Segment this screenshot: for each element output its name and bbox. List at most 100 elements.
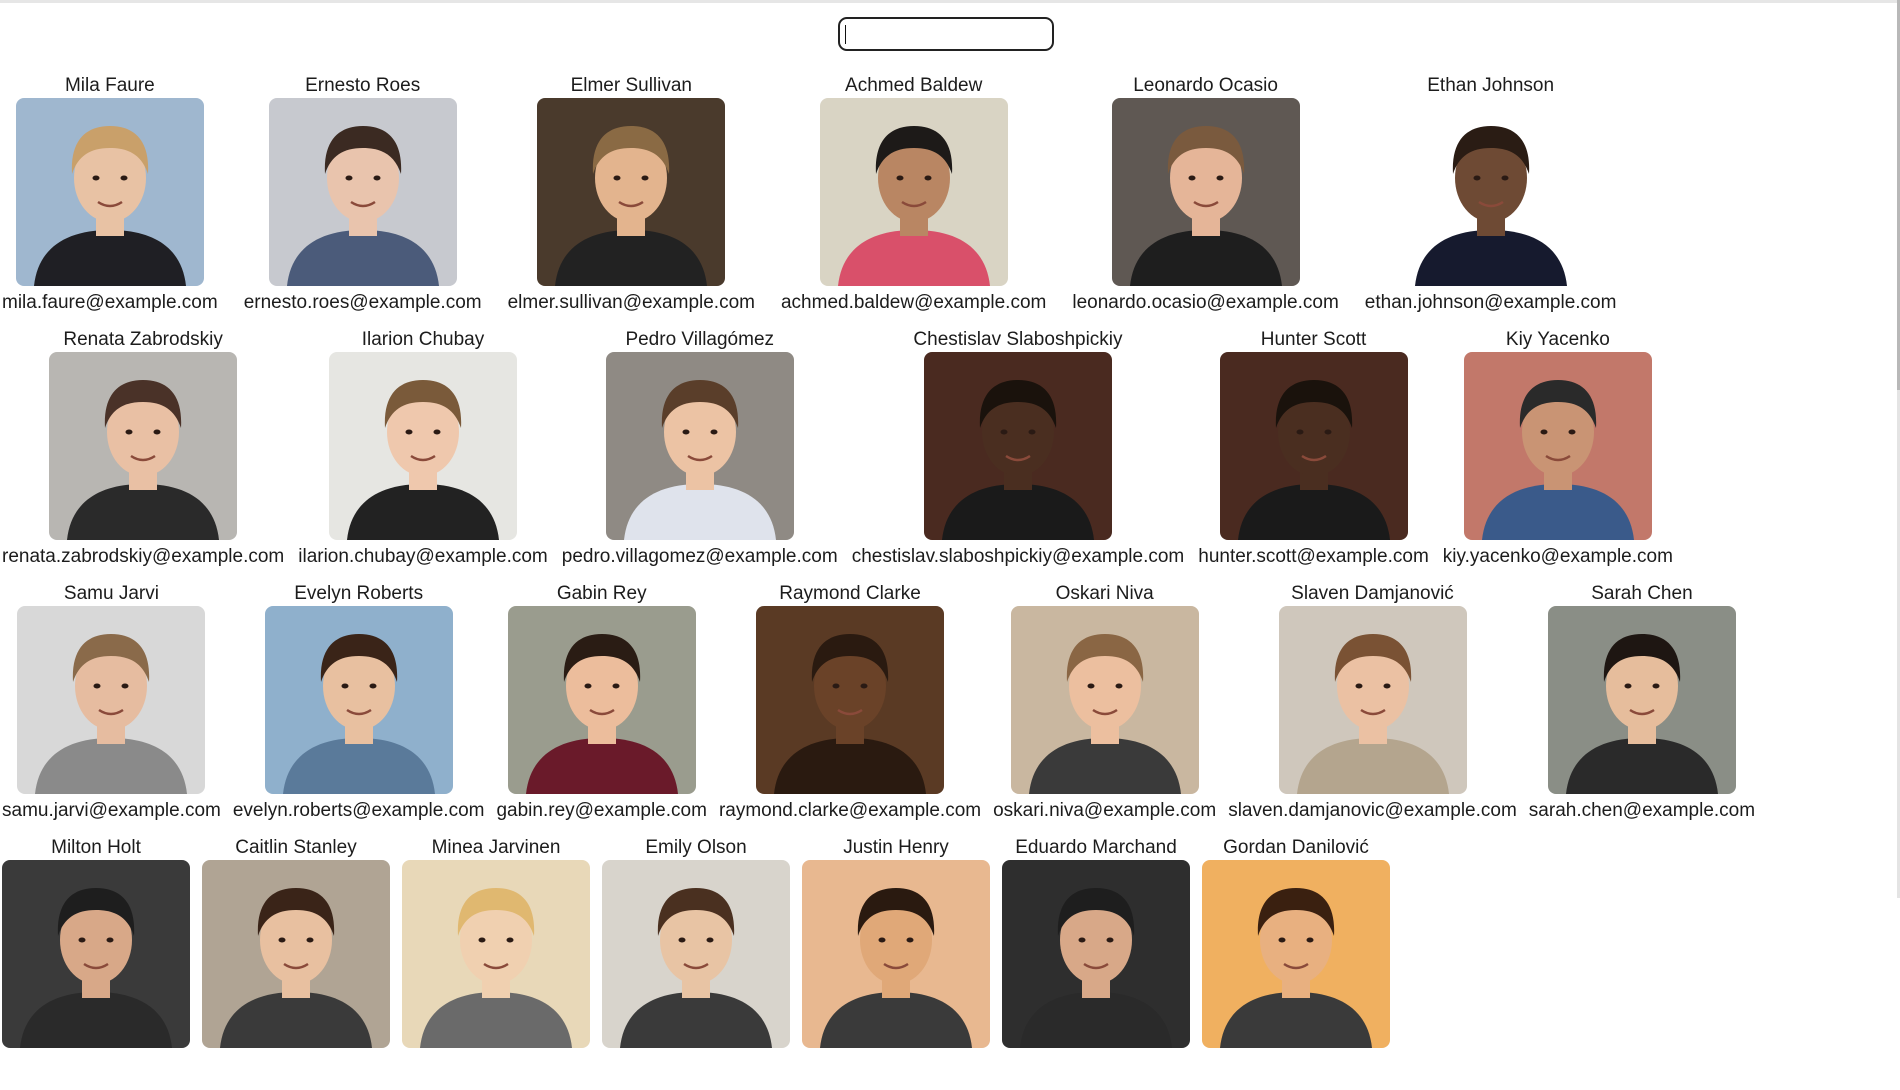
avatar[interactable] xyxy=(268,98,457,286)
person-card[interactable]: Kiy Yacenko kiy.yacenko@example.com xyxy=(1441,328,1675,569)
avatar[interactable] xyxy=(602,860,790,1048)
person-card[interactable]: Elmer Sullivan elmer.sullivan@example.com xyxy=(506,74,757,315)
avatar[interactable] xyxy=(1463,352,1652,540)
avatar[interactable] xyxy=(1547,606,1736,794)
right-eye xyxy=(153,429,161,435)
avatar[interactable] xyxy=(264,606,453,794)
person-email: pedro.villagomez@example.com xyxy=(561,546,838,567)
hair-shape xyxy=(71,126,149,174)
person-card[interactable]: Samu Jarvi samu.jarvi@example.com xyxy=(0,582,223,823)
avatar[interactable] xyxy=(923,352,1112,540)
person-card[interactable]: Mila Faure mila.faure@example.com xyxy=(0,74,220,315)
search-input[interactable] xyxy=(838,17,1054,51)
hair-shape xyxy=(811,634,889,682)
left-eye xyxy=(1078,937,1086,943)
avatar[interactable] xyxy=(1111,98,1300,286)
scrollbar-thumb[interactable] xyxy=(1897,0,1900,390)
left-eye xyxy=(1624,683,1632,689)
face-shape xyxy=(1605,642,1678,730)
person-card[interactable]: Ethan Johnson ethan.johnson@example.com xyxy=(1363,74,1619,315)
left-eye xyxy=(78,937,86,943)
person-card[interactable]: Sarah Chen sarah.chen@example.com xyxy=(1527,582,1757,823)
person-email: achmed.baldew@example.com xyxy=(780,292,1047,313)
person-card[interactable]: Caitlin Stanley xyxy=(200,836,392,1048)
person-card[interactable]: Oskari Niva oskari.niva@example.com xyxy=(991,582,1218,823)
person-card[interactable]: Ilarion Chubay ilarion.chubay@example.com xyxy=(296,328,550,569)
hair-shape xyxy=(563,634,640,682)
person-card[interactable]: Achmed Baldew achmed.baldew@example.com xyxy=(779,74,1048,315)
person-card[interactable]: Renata Zabrodskiy renata.zabrodskiy@examp… xyxy=(0,328,286,569)
face-shape xyxy=(565,642,638,730)
shirt-shape xyxy=(1565,738,1718,794)
person-card[interactable]: Milton Holt xyxy=(0,836,192,1048)
shirt-shape xyxy=(286,230,439,286)
left-eye xyxy=(678,937,686,943)
person-card[interactable]: Gordan Danilović xyxy=(1200,836,1392,1048)
mouth-shape xyxy=(1629,708,1655,716)
avatar[interactable] xyxy=(15,98,204,286)
avatar[interactable] xyxy=(17,606,206,794)
person-card[interactable]: Pedro Villagómez pedro.villagomez@example… xyxy=(560,328,840,569)
face-shape xyxy=(1521,388,1594,476)
left-eye xyxy=(93,683,101,689)
face-shape xyxy=(1454,134,1527,222)
face-shape xyxy=(981,388,1054,476)
hair-shape xyxy=(324,126,401,174)
shirt-shape xyxy=(837,230,990,286)
right-eye xyxy=(860,683,868,689)
avatar[interactable] xyxy=(2,860,190,1048)
hair-shape xyxy=(1334,634,1411,682)
right-eye xyxy=(1306,937,1314,943)
avatar[interactable] xyxy=(1278,606,1467,794)
avatar[interactable] xyxy=(202,860,390,1048)
avatar[interactable] xyxy=(1219,352,1408,540)
avatar[interactable] xyxy=(1202,860,1390,1048)
avatar[interactable] xyxy=(402,860,590,1048)
avatar[interactable] xyxy=(1010,606,1199,794)
right-eye xyxy=(706,937,714,943)
mouth-shape xyxy=(1359,708,1386,716)
mouth-shape xyxy=(1192,200,1219,208)
mouth-shape xyxy=(589,708,615,716)
person-email: raymond.clarke@example.com xyxy=(718,800,982,821)
right-eye xyxy=(1028,429,1036,435)
avatar[interactable] xyxy=(49,352,238,540)
shirt-shape xyxy=(1028,738,1181,794)
person-card[interactable]: Slaven Damjanović slaven.damjanovic@examp… xyxy=(1226,582,1519,823)
vertical-scrollbar[interactable] xyxy=(1897,0,1900,898)
person-card[interactable]: Gabin Rey gabin.rey@example.com xyxy=(494,582,708,823)
face-shape xyxy=(326,134,399,222)
left-eye xyxy=(341,683,349,689)
person-card[interactable]: Raymond Clarke raymond.clarke@example.com xyxy=(717,582,983,823)
person-email: kiy.yacenko@example.com xyxy=(1442,546,1673,567)
person-email: mila.faure@example.com xyxy=(2,292,218,313)
person-card[interactable]: Eduardo Marchand xyxy=(1000,836,1192,1048)
avatar[interactable] xyxy=(756,606,945,794)
person-name: Eduardo Marchand xyxy=(1015,837,1177,858)
person-card[interactable]: Chestislav Slaboshpickiy chestislav.slabo… xyxy=(850,328,1187,569)
person-name: Evelyn Roberts xyxy=(294,583,424,604)
person-card[interactable]: Emily Olson xyxy=(600,836,792,1048)
avatar[interactable] xyxy=(819,98,1008,286)
person-card[interactable]: Evelyn Roberts evelyn.roberts@example.com xyxy=(231,582,487,823)
avatar[interactable] xyxy=(537,98,726,286)
avatar[interactable] xyxy=(1396,98,1585,286)
person-card[interactable]: Justin Henry xyxy=(800,836,992,1048)
person-name: Renata Zabrodskiy xyxy=(63,329,223,350)
person-card[interactable]: Minea Jarvinen xyxy=(400,836,592,1048)
avatar[interactable] xyxy=(802,860,990,1048)
left-eye xyxy=(1278,937,1286,943)
hair-shape xyxy=(384,380,462,428)
hair-shape xyxy=(1603,634,1681,682)
hair-shape xyxy=(320,634,397,682)
hair-shape xyxy=(593,126,670,174)
avatar[interactable] xyxy=(329,352,517,540)
person-card[interactable]: Hunter Scott hunter.scott@example.com xyxy=(1196,328,1431,569)
avatar[interactable] xyxy=(605,352,794,540)
avatar[interactable] xyxy=(507,606,696,794)
person-name: Ernesto Roes xyxy=(305,75,421,96)
person-card[interactable]: Leonardo Ocasio leonardo.ocasio@example.c… xyxy=(1070,74,1340,315)
avatar[interactable] xyxy=(1002,860,1190,1048)
right-eye xyxy=(1501,175,1509,181)
person-card[interactable]: Ernesto Roes ernesto.roes@example.com xyxy=(242,74,484,315)
